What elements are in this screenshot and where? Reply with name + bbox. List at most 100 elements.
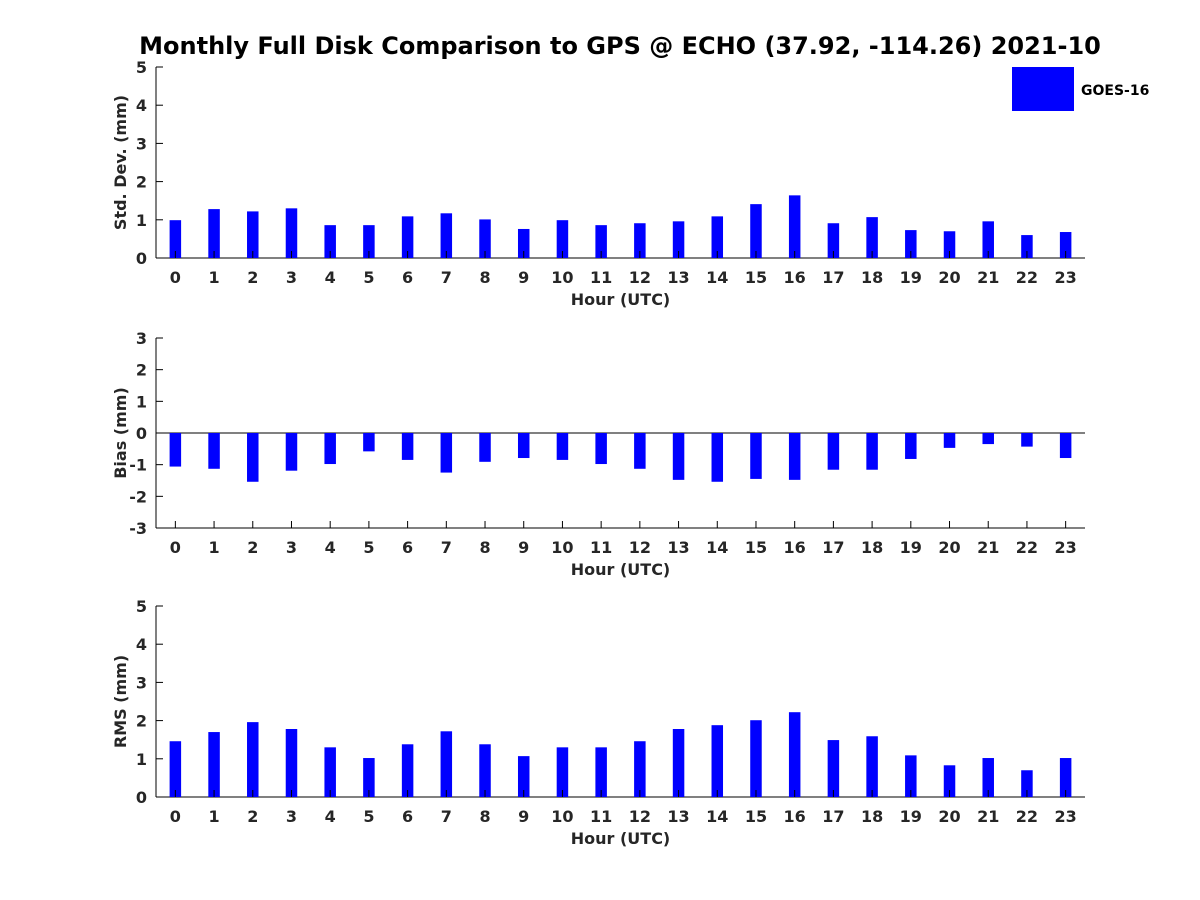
bar-bias-hour-17 — [827, 433, 840, 470]
y-axis-label-bias: Bias (mm) — [111, 387, 130, 479]
x-tick-label-rms: 9 — [518, 807, 529, 826]
bar-bias-hour-5 — [363, 433, 375, 452]
x-tick-label-stddev: 15 — [745, 268, 767, 287]
y-tick-label-rms: 0 — [136, 788, 147, 807]
x-tick-label-bias: 6 — [402, 538, 413, 557]
bar-rms-hour-11 — [595, 747, 607, 797]
x-tick-label-stddev: 11 — [590, 268, 612, 287]
y-tick-label-stddev: 3 — [136, 134, 147, 153]
bar-rms-hour-18 — [866, 736, 878, 797]
bar-rms-hour-5 — [363, 758, 375, 797]
bar-bias-hour-21 — [982, 433, 994, 445]
bar-stddev-hour-3 — [285, 208, 298, 258]
x-tick-label-stddev: 18 — [861, 268, 883, 287]
bar-stddev-hour-9 — [517, 228, 530, 258]
x-tick-label-stddev: 2 — [247, 268, 258, 287]
x-tick-label-rms: 3 — [286, 807, 297, 826]
y-tick-label-bias: -2 — [129, 487, 147, 506]
bar-bias-hour-7 — [440, 433, 453, 473]
x-tick-label-bias: 1 — [208, 538, 219, 557]
bar-rms-hour-21 — [982, 758, 994, 797]
x-tick-label-bias: 12 — [629, 538, 651, 557]
bar-stddev-hour-5 — [363, 225, 375, 258]
x-tick-label-bias: 19 — [900, 538, 922, 557]
bar-rms-hour-23 — [1059, 758, 1072, 797]
legend-swatch-goes-16 — [1012, 67, 1074, 111]
x-tick-label-rms: 8 — [479, 807, 490, 826]
x-tick-label-bias: 22 — [1016, 538, 1038, 557]
bar-stddev-hour-0 — [169, 220, 182, 258]
x-tick-label-stddev: 14 — [706, 268, 728, 287]
x-tick-label-bias: 21 — [977, 538, 999, 557]
x-tick-label-rms: 15 — [745, 807, 767, 826]
bar-stddev-hour-18 — [866, 217, 878, 258]
x-tick-label-bias: 14 — [706, 538, 728, 557]
x-tick-label-stddev: 5 — [363, 268, 374, 287]
y-tick-label-bias: -3 — [129, 519, 147, 538]
y-tick-label-bias: 3 — [136, 329, 147, 348]
x-tick-label-rms: 21 — [977, 807, 999, 826]
bar-rms-hour-12 — [634, 741, 646, 797]
x-tick-label-rms: 18 — [861, 807, 883, 826]
bar-rms-hour-15 — [750, 720, 762, 797]
x-tick-label-stddev: 13 — [667, 268, 689, 287]
x-tick-label-bias: 3 — [286, 538, 297, 557]
bar-rms-hour-20 — [943, 765, 956, 797]
bar-stddev-hour-2 — [247, 211, 259, 258]
x-tick-label-bias: 9 — [518, 538, 529, 557]
y-tick-label-rms: 3 — [136, 673, 147, 692]
y-tick-label-stddev: 2 — [136, 173, 147, 192]
y-axis-label-rms: RMS (mm) — [111, 655, 130, 748]
x-tick-label-stddev: 20 — [938, 268, 960, 287]
bar-rms-hour-1 — [208, 732, 220, 797]
x-tick-label-bias: 0 — [170, 538, 181, 557]
y-tick-label-rms: 5 — [136, 597, 147, 616]
x-tick-label-stddev: 0 — [170, 268, 181, 287]
x-tick-label-rms: 10 — [551, 807, 573, 826]
bar-rms-hour-14 — [711, 725, 724, 797]
bar-bias-hour-4 — [324, 433, 336, 465]
bar-stddev-hour-17 — [827, 223, 840, 258]
bar-stddev-hour-8 — [479, 219, 491, 258]
bar-stddev-hour-16 — [788, 195, 801, 258]
x-axis-label-bias: Hour (UTC) — [571, 560, 671, 579]
y-tick-label-stddev: 5 — [136, 58, 147, 77]
x-tick-label-rms: 23 — [1055, 807, 1077, 826]
bar-bias-hour-6 — [401, 433, 414, 460]
bar-rms-hour-19 — [905, 755, 917, 797]
x-axis-label-rms: Hour (UTC) — [571, 829, 671, 848]
bar-bias-hour-3 — [285, 433, 298, 471]
x-tick-label-bias: 8 — [479, 538, 490, 557]
y-tick-label-rms: 2 — [136, 712, 147, 731]
y-tick-label-rms: 4 — [136, 635, 147, 654]
x-tick-label-rms: 0 — [170, 807, 181, 826]
x-tick-label-rms: 11 — [590, 807, 612, 826]
y-tick-label-bias: 0 — [136, 424, 147, 443]
x-tick-label-rms: 14 — [706, 807, 728, 826]
x-tick-label-bias: 7 — [441, 538, 452, 557]
bar-bias-hour-10 — [556, 433, 569, 460]
x-tick-label-stddev: 1 — [208, 268, 219, 287]
y-axis-label-stddev: Std. Dev. (mm) — [111, 95, 130, 230]
bar-stddev-hour-6 — [401, 216, 414, 258]
x-tick-label-stddev: 22 — [1016, 268, 1038, 287]
x-tick-label-stddev: 17 — [822, 268, 844, 287]
x-tick-label-rms: 20 — [938, 807, 960, 826]
x-tick-label-bias: 10 — [551, 538, 573, 557]
bar-stddev-hour-4 — [324, 225, 336, 258]
bar-rms-hour-4 — [324, 747, 336, 797]
bar-bias-hour-8 — [479, 433, 491, 462]
bar-stddev-hour-11 — [595, 225, 607, 258]
bar-bias-hour-14 — [711, 433, 724, 482]
x-tick-label-stddev: 4 — [325, 268, 336, 287]
bar-bias-hour-15 — [750, 433, 762, 479]
x-tick-label-rms: 7 — [441, 807, 452, 826]
x-tick-label-rms: 16 — [784, 807, 806, 826]
x-tick-label-bias: 15 — [745, 538, 767, 557]
x-tick-label-stddev: 3 — [286, 268, 297, 287]
x-tick-label-stddev: 16 — [784, 268, 806, 287]
bar-stddev-hour-7 — [440, 213, 453, 258]
